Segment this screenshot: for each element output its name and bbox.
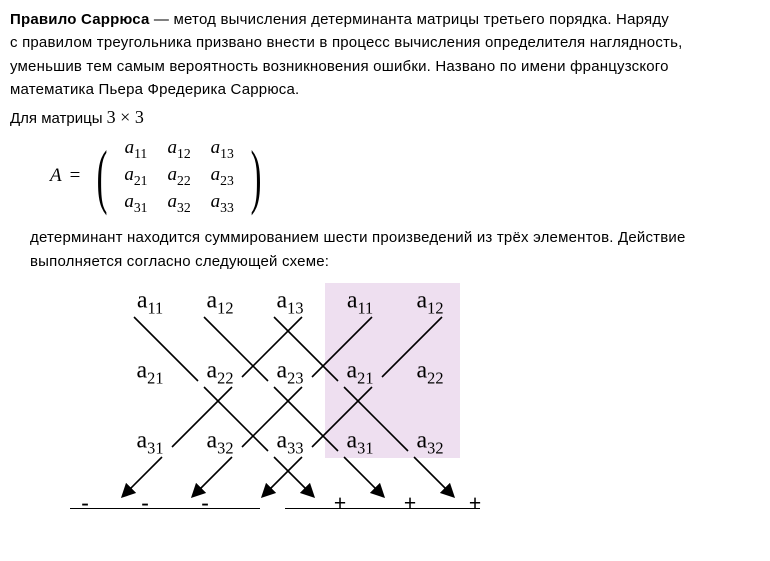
scheme-minus-sign: - <box>201 490 208 516</box>
matrix-cell-13: a13 <box>201 136 244 163</box>
matrix-cell-33: a33 <box>201 190 244 217</box>
matrix-size-label: Для матрицы <box>10 110 107 127</box>
matrix-eq: = <box>70 165 81 187</box>
scheme-diagonal <box>263 457 302 496</box>
det-line2: выполняется согласно следующей схеме: <box>30 253 329 270</box>
scheme-diagonal <box>344 457 383 496</box>
scheme-diagonal <box>193 457 232 496</box>
det-line1: детерминант находится суммированием шест… <box>30 229 686 246</box>
matrix-rparen: ) <box>250 140 261 212</box>
scheme-plus-sign: + <box>469 490 482 516</box>
scheme-cell-12-col1: a12 <box>195 287 245 318</box>
matrix-cell-31: a31 <box>114 190 157 217</box>
scheme-plus-sign: + <box>334 490 347 516</box>
intro-line4: математика Пьера Фредерика Саррюса. <box>10 81 299 98</box>
scheme-minus-sign: - <box>81 490 88 516</box>
scheme-diagonal <box>274 457 313 496</box>
matrix-A-symbol: A <box>50 165 62 187</box>
matrix-cell-11: a11 <box>114 136 157 163</box>
scheme-cell-23-col2: a23 <box>265 357 315 388</box>
scheme-cell-32-col1: a32 <box>195 427 245 458</box>
matrix-A: A = ( a11 a12 a13 a21 a22 a23 a31 a32 a3… <box>50 136 760 216</box>
intro-line3: уменьшив тем самым вероятность возникнов… <box>10 58 669 75</box>
scheme-cell-22-col4: a22 <box>405 357 455 388</box>
matrix-size-line: Для матрицы 3 × 3 <box>10 107 760 128</box>
scheme-cell-31-col3: a31 <box>335 427 385 458</box>
scheme-cell-21-col3: a21 <box>335 357 385 388</box>
scheme-cell-33-col2: a33 <box>265 427 315 458</box>
intro-paragraph: Правило Саррюса — метод вычисления детер… <box>10 8 760 101</box>
scheme-cell-11-col3: a11 <box>335 287 385 318</box>
scheme-cell-11-col0: a11 <box>125 287 175 318</box>
scheme-cell-12-col4: a12 <box>405 287 455 318</box>
scheme-cell-21-col0: a21 <box>125 357 175 388</box>
intro-title: Правило Саррюса <box>10 11 150 28</box>
intro-rest1: метод вычисления детерминанта матрицы тр… <box>174 11 669 28</box>
matrix-cell-23: a23 <box>201 163 244 190</box>
matrix-cell-12: a12 <box>157 136 200 163</box>
scheme-baseline <box>285 508 480 510</box>
page-root: Правило Саррюса — метод вычисления детер… <box>0 0 770 528</box>
matrix-cell-32: a32 <box>157 190 200 217</box>
scheme-cell-32-col4: a32 <box>405 427 455 458</box>
matrix-cell-21: a21 <box>114 163 157 190</box>
scheme-baseline <box>70 508 260 510</box>
matrix-table: a11 a12 a13 a21 a22 a23 a31 a32 a33 <box>114 136 244 216</box>
matrix-lparen: ( <box>97 140 108 212</box>
intro-line2: с правилом треугольника призвано внести … <box>10 34 682 51</box>
scheme-minus-sign: - <box>141 490 148 516</box>
scheme-cell-13-col2: a13 <box>265 287 315 318</box>
scheme-plus-sign: + <box>404 490 417 516</box>
matrix-cell-22: a22 <box>157 163 200 190</box>
determinant-text: детерминант находится суммированием шест… <box>30 226 760 273</box>
sarrus-scheme: a11 a12 a13 a11 a12 a21 a22 a23 a21 a22 a31 a32 a33 a… <box>90 283 590 518</box>
intro-dash: — <box>150 11 174 28</box>
scheme-diagonal <box>414 457 453 496</box>
scheme-cell-22-col1: a22 <box>195 357 245 388</box>
matrix-size: 3 × 3 <box>107 107 144 127</box>
scheme-cell-31-col0: a31 <box>125 427 175 458</box>
